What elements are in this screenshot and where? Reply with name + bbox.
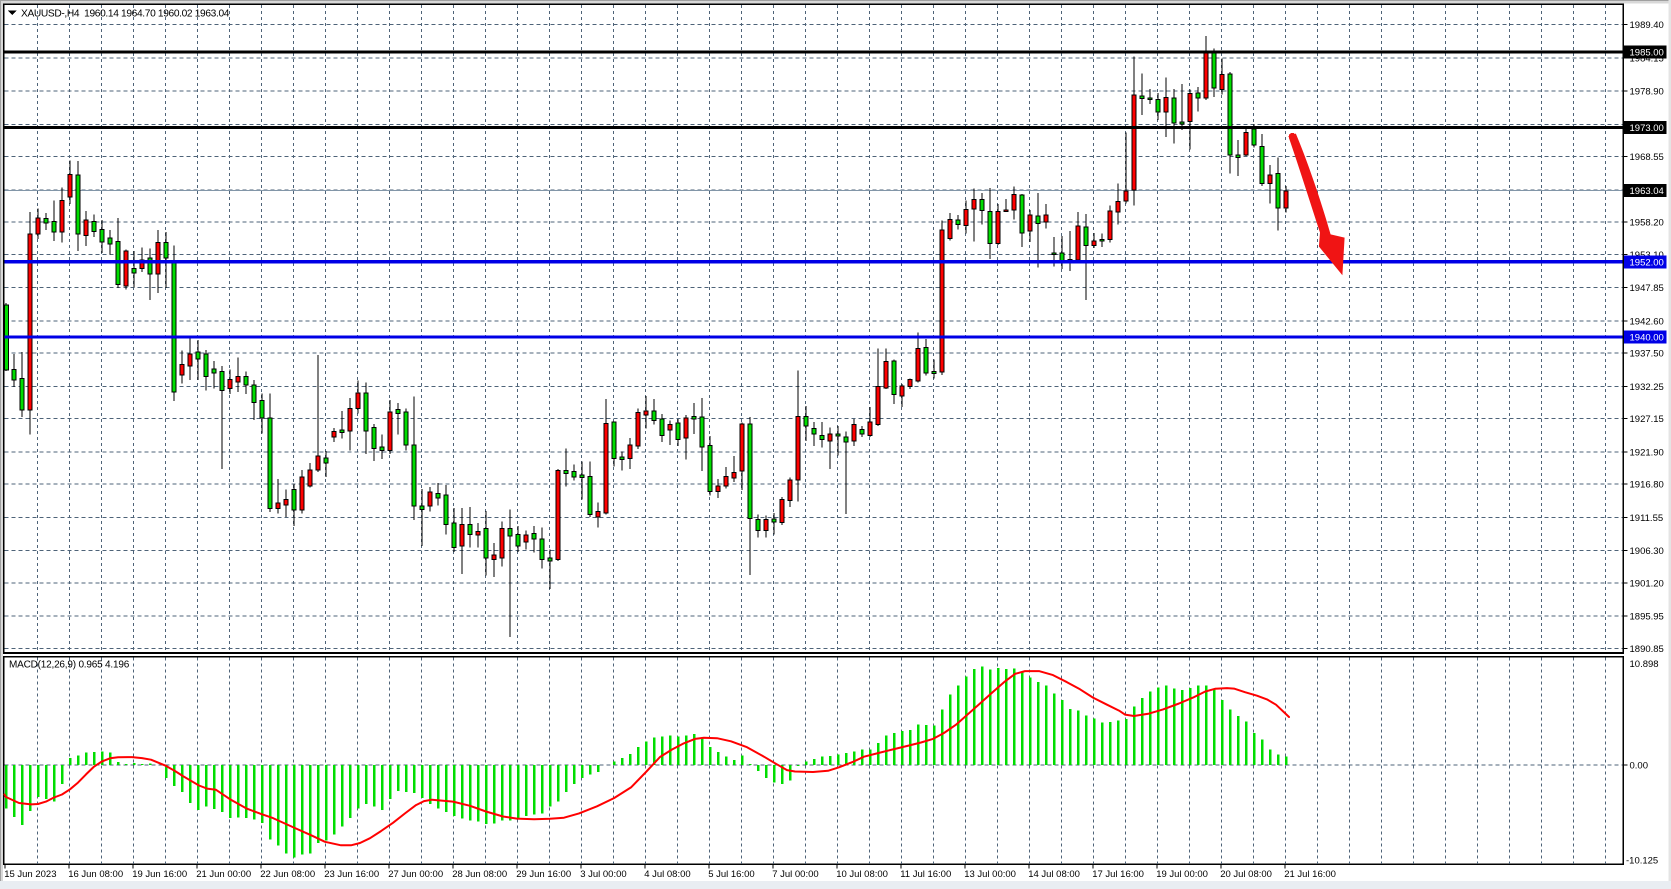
svg-text:XAUUSD-,H4 1960.14 1964.70 19: XAUUSD-,H4 1960.14 1964.70 1960.02 1963.… <box>21 9 230 20</box>
svg-text:1985.00: 1985.00 <box>1630 47 1664 58</box>
svg-text:10.898: 10.898 <box>1630 659 1659 670</box>
svg-text:1952.00: 1952.00 <box>1630 257 1664 268</box>
svg-text:1927.15: 1927.15 <box>1630 414 1664 425</box>
svg-text:1968.55: 1968.55 <box>1630 152 1664 163</box>
svg-text:1958.20: 1958.20 <box>1630 218 1664 229</box>
svg-text:-10.125: -10.125 <box>1626 856 1658 867</box>
svg-text:19 Jun 16:00: 19 Jun 16:00 <box>132 869 187 880</box>
svg-text:16 Jun 08:00: 16 Jun 08:00 <box>68 869 123 880</box>
svg-text:10 Jul 08:00: 10 Jul 08:00 <box>836 869 888 880</box>
svg-text:4 Jul 08:00: 4 Jul 08:00 <box>644 869 690 880</box>
svg-text:1989.40: 1989.40 <box>1630 20 1664 31</box>
svg-text:1984.15: 1984.15 <box>1630 53 1664 64</box>
svg-text:1890.85: 1890.85 <box>1630 644 1664 655</box>
svg-text:7 Jul 00:00: 7 Jul 00:00 <box>772 869 818 880</box>
svg-text:1937.50: 1937.50 <box>1630 349 1664 360</box>
svg-text:1963.04: 1963.04 <box>1630 186 1664 197</box>
svg-text:MACD(12,26,9) 0.965 4.196: MACD(12,26,9) 0.965 4.196 <box>9 660 130 671</box>
svg-text:1932.25: 1932.25 <box>1630 382 1664 393</box>
svg-text:14 Jul 08:00: 14 Jul 08:00 <box>1028 869 1080 880</box>
svg-text:21 Jun 00:00: 21 Jun 00:00 <box>196 869 251 880</box>
svg-text:1906.30: 1906.30 <box>1630 546 1664 557</box>
svg-text:1942.60: 1942.60 <box>1630 316 1664 327</box>
svg-text:29 Jun 16:00: 29 Jun 16:00 <box>516 869 571 880</box>
svg-text:23 Jun 16:00: 23 Jun 16:00 <box>324 869 379 880</box>
svg-text:1901.20: 1901.20 <box>1630 578 1664 589</box>
svg-text:1947.85: 1947.85 <box>1630 283 1664 294</box>
svg-text:19 Jul 00:00: 19 Jul 00:00 <box>1156 869 1208 880</box>
svg-text:0.00: 0.00 <box>1630 761 1649 772</box>
svg-text:1895.95: 1895.95 <box>1630 612 1664 623</box>
svg-text:27 Jun 00:00: 27 Jun 00:00 <box>388 869 443 880</box>
svg-text:1953.10: 1953.10 <box>1630 250 1664 261</box>
svg-text:1916.80: 1916.80 <box>1630 480 1664 491</box>
svg-text:15 Jun 2023: 15 Jun 2023 <box>4 869 56 880</box>
svg-text:1940.00: 1940.00 <box>1630 333 1664 344</box>
svg-text:28 Jun 08:00: 28 Jun 08:00 <box>452 869 507 880</box>
svg-text:1921.90: 1921.90 <box>1630 447 1664 458</box>
svg-text:1911.55: 1911.55 <box>1630 513 1664 524</box>
svg-text:3 Jul 00:00: 3 Jul 00:00 <box>580 869 626 880</box>
svg-text:22 Jun 08:00: 22 Jun 08:00 <box>260 869 315 880</box>
svg-text:11 Jul 16:00: 11 Jul 16:00 <box>900 869 951 880</box>
svg-text:21 Jul 16:00: 21 Jul 16:00 <box>1284 869 1336 880</box>
svg-text:5 Jul 16:00: 5 Jul 16:00 <box>708 869 754 880</box>
svg-text:1978.90: 1978.90 <box>1630 87 1664 98</box>
svg-text:13 Jul 00:00: 13 Jul 00:00 <box>964 869 1016 880</box>
svg-text:20 Jul 08:00: 20 Jul 08:00 <box>1220 869 1272 880</box>
svg-text:1973.00: 1973.00 <box>1630 123 1664 134</box>
svg-text:17 Jul 16:00: 17 Jul 16:00 <box>1092 869 1144 880</box>
